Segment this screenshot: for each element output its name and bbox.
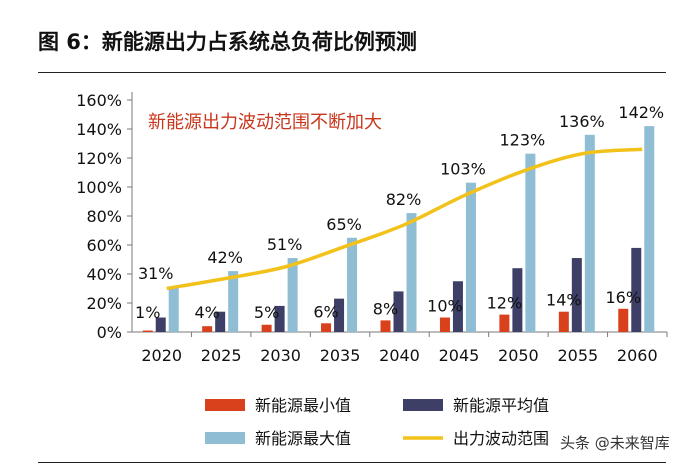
bar-avg-2020 bbox=[155, 317, 166, 332]
data-label-min-2020: 1% bbox=[135, 303, 160, 322]
data-label-max-2025: 42% bbox=[207, 248, 243, 267]
data-label-max-2055: 136% bbox=[559, 112, 605, 131]
x-tick-label: 2060 bbox=[617, 346, 658, 365]
bar-min-2040 bbox=[380, 320, 391, 332]
y-tick-label: 100% bbox=[76, 178, 122, 197]
legend-avg-swatch bbox=[403, 399, 443, 411]
y-tick-label: 0% bbox=[97, 323, 122, 342]
bar-avg-2060 bbox=[631, 247, 642, 332]
bar-max-2055 bbox=[584, 134, 595, 332]
top-rule bbox=[38, 72, 666, 73]
bar-max-2025 bbox=[228, 271, 239, 332]
bar-max-2060 bbox=[644, 126, 655, 332]
data-label-max-2035: 65% bbox=[326, 215, 362, 234]
legend-avg-label: 新能源平均值 bbox=[453, 396, 549, 415]
x-tick-label: 2045 bbox=[439, 346, 480, 365]
legend-min-label: 新能源最小值 bbox=[255, 396, 351, 415]
bar-max-2030 bbox=[287, 258, 298, 332]
bar-max-2035 bbox=[347, 237, 358, 332]
bar-min-2035 bbox=[321, 323, 332, 332]
bar-avg-2030 bbox=[274, 305, 285, 332]
data-label-max-2050: 123% bbox=[500, 131, 546, 150]
bar-min-2025 bbox=[202, 326, 213, 332]
bar-max-2040 bbox=[406, 213, 417, 332]
y-tick-label: 20% bbox=[86, 294, 122, 313]
bottom-rule bbox=[38, 462, 666, 463]
y-tick-label: 60% bbox=[86, 236, 122, 255]
annotation-text: 新能源出力波动范围不断加大 bbox=[148, 112, 382, 133]
y-tick-label: 120% bbox=[76, 149, 122, 168]
data-label-min-2025: 4% bbox=[194, 303, 219, 322]
data-label-max-2060: 142% bbox=[618, 103, 664, 122]
bar-max-2020 bbox=[168, 287, 179, 332]
data-label-min-2045: 10% bbox=[427, 297, 463, 316]
fluctuation-range-line bbox=[166, 147, 643, 291]
data-label-min-2035: 6% bbox=[313, 302, 338, 321]
labels-group: 1% 31% 4% 42% 5% 51% 6% 65% 8% 82% 10% 103% 12% 123% 1… bbox=[135, 103, 664, 322]
bar-avg-2040 bbox=[393, 291, 404, 332]
watermark: 头条 @未来智库 bbox=[560, 434, 670, 452]
x-tick-label: 2035 bbox=[320, 346, 361, 365]
bar-min-2050 bbox=[499, 314, 510, 332]
x-tick-label: 2055 bbox=[557, 346, 598, 365]
legend-min-swatch bbox=[205, 399, 245, 411]
bars-group bbox=[142, 126, 655, 332]
data-label-max-2030: 51% bbox=[267, 235, 303, 254]
data-label-min-2060: 16% bbox=[605, 288, 641, 307]
bar-max-2050 bbox=[525, 153, 536, 332]
data-label-min-2030: 5% bbox=[254, 303, 279, 322]
y-tick-label: 40% bbox=[86, 265, 122, 284]
bar-min-2055 bbox=[558, 311, 569, 332]
data-label-max-2040: 82% bbox=[386, 190, 422, 209]
bar-min-2020 bbox=[142, 330, 153, 332]
data-label-min-2050: 12% bbox=[487, 294, 523, 313]
data-label-min-2055: 14% bbox=[546, 291, 582, 310]
figure-title: 图 6：新能源出力占系统总负荷比例预测 bbox=[38, 30, 417, 54]
data-label-min-2040: 8% bbox=[373, 299, 398, 318]
x-tick-label: 2020 bbox=[141, 346, 182, 365]
data-label-max-2020: 31% bbox=[138, 264, 174, 283]
bar-min-2045 bbox=[439, 317, 450, 332]
data-label-max-2045: 103% bbox=[440, 160, 486, 179]
bar-max-2045 bbox=[465, 182, 476, 332]
x-tick-label: 2040 bbox=[379, 346, 420, 365]
bar-avg-2035 bbox=[334, 298, 345, 332]
x-tick-label: 2030 bbox=[260, 346, 301, 365]
bar-avg-2050 bbox=[512, 268, 523, 332]
legend-max-swatch bbox=[205, 432, 245, 444]
legend-max-label: 新能源最大值 bbox=[255, 429, 351, 448]
legend-line-label: 出力波动范围 bbox=[453, 429, 549, 448]
bar-avg-2055 bbox=[571, 258, 582, 332]
x-tick-label: 2050 bbox=[498, 346, 539, 365]
line-group bbox=[166, 147, 643, 291]
y-tick-label: 80% bbox=[86, 207, 122, 226]
bar-min-2030 bbox=[261, 324, 272, 332]
y-tick-label: 140% bbox=[76, 120, 122, 139]
bar-avg-2025 bbox=[215, 311, 226, 332]
x-tick-label: 2025 bbox=[201, 346, 242, 365]
bar-avg-2045 bbox=[452, 281, 463, 332]
bar-min-2060 bbox=[618, 308, 629, 332]
y-tick-label: 160% bbox=[76, 91, 122, 110]
